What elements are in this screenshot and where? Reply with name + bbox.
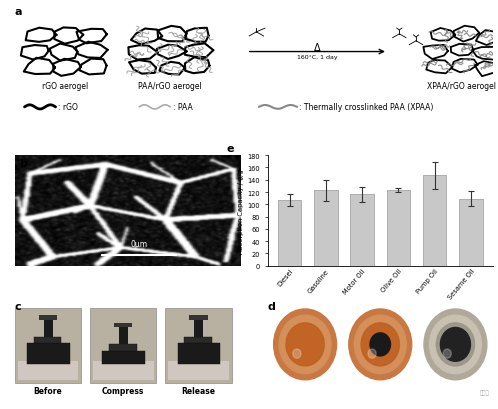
Bar	[386, 191, 410, 266]
Text: a: a	[15, 7, 22, 17]
Circle shape	[424, 309, 487, 380]
Bar	[27, 343, 70, 364]
Text: 0μm: 0μm	[130, 239, 147, 248]
Bar	[314, 191, 338, 266]
Circle shape	[436, 323, 475, 366]
Bar	[423, 176, 447, 266]
Circle shape	[368, 349, 376, 358]
Circle shape	[349, 309, 412, 380]
Bar	[168, 361, 229, 380]
Circle shape	[293, 349, 301, 358]
Text: Before: Before	[33, 386, 62, 395]
Text: 160°C, 1 day: 160°C, 1 day	[297, 55, 338, 60]
Circle shape	[370, 333, 390, 356]
Bar	[178, 343, 220, 364]
Circle shape	[274, 309, 337, 380]
Text: PAA/rGO aerogel: PAA/rGO aerogel	[138, 82, 202, 91]
Bar	[184, 337, 212, 343]
Text: rGO aerogel: rGO aerogel	[42, 82, 88, 91]
Text: : PAA: : PAA	[173, 103, 192, 112]
Y-axis label: Absorption Capacity / g/g: Absorption Capacity / g/g	[239, 169, 245, 253]
Text: b: b	[19, 159, 27, 169]
Text: c: c	[15, 301, 21, 311]
Text: d: d	[267, 301, 275, 311]
Bar	[165, 308, 232, 383]
Circle shape	[286, 323, 324, 366]
Text: : rGO: : rGO	[58, 103, 78, 112]
Bar	[17, 361, 79, 380]
Bar	[103, 351, 145, 364]
Bar	[93, 361, 154, 380]
Bar	[114, 323, 132, 328]
Circle shape	[443, 349, 451, 358]
Text: 材料人: 材料人	[480, 390, 490, 395]
Circle shape	[429, 315, 482, 374]
Text: e: e	[227, 144, 235, 153]
Circle shape	[354, 315, 406, 374]
Bar	[194, 320, 203, 337]
Text: : Thermally crosslinked PAA (XPAA): : Thermally crosslinked PAA (XPAA)	[299, 103, 434, 112]
Circle shape	[440, 328, 471, 362]
Text: Compress: Compress	[102, 386, 144, 395]
Text: $\Delta$: $\Delta$	[313, 41, 321, 53]
Bar	[39, 315, 57, 320]
Bar	[189, 315, 208, 320]
Bar	[350, 195, 374, 266]
Bar	[44, 320, 52, 337]
Bar	[119, 328, 127, 344]
Bar	[459, 199, 483, 266]
Circle shape	[279, 315, 331, 374]
Text: XPAA/rGO aerogel: XPAA/rGO aerogel	[427, 82, 497, 91]
Bar	[278, 200, 301, 266]
Circle shape	[361, 323, 399, 366]
Bar	[109, 344, 136, 351]
Bar	[34, 337, 61, 343]
Bar	[90, 308, 156, 383]
Bar	[15, 308, 81, 383]
Text: Release: Release	[181, 386, 215, 395]
